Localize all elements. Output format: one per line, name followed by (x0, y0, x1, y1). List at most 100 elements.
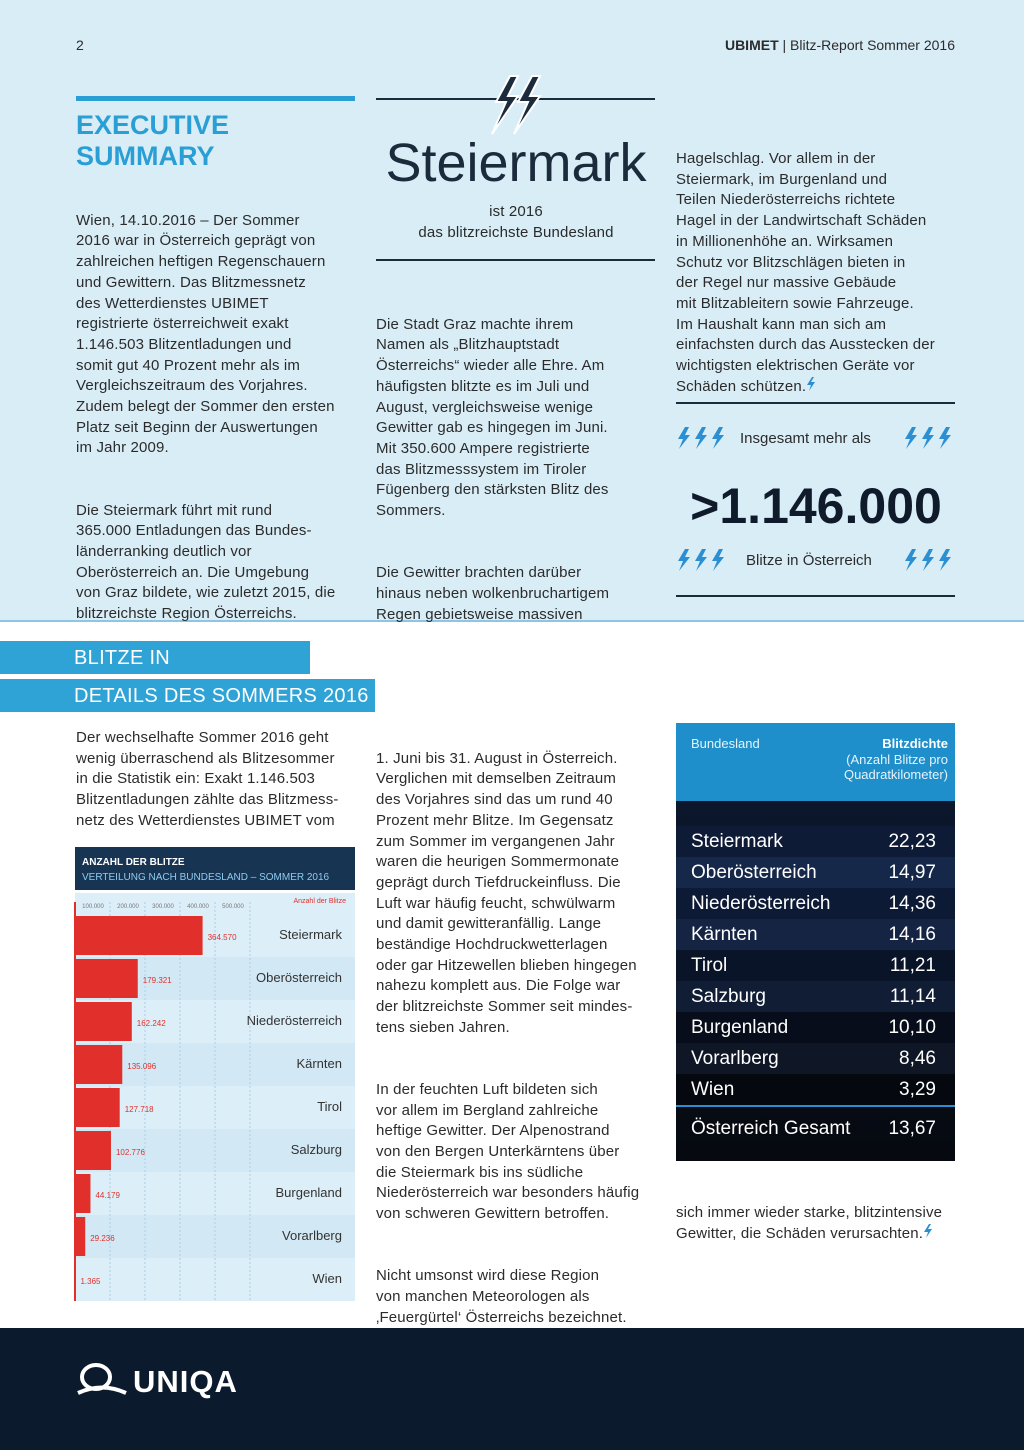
x-axis-label: Anzahl der Blitze (293, 898, 346, 905)
bolt-icons (905, 427, 951, 449)
bolt-icons (905, 549, 951, 571)
header-cell: Blitzdichte (882, 736, 948, 751)
density-cell: 10,10 (888, 1017, 936, 1038)
density-cell: 14,16 (888, 924, 936, 945)
table-row: Burgenland 10,10 (676, 1012, 955, 1043)
table-row: Oberösterreich 14,97 (676, 857, 955, 888)
total-row: Österreich Gesamt 13,67 (676, 1113, 955, 1144)
x-tick-label: 100.000 (82, 904, 104, 910)
value-label: 1.365 (80, 1277, 101, 1286)
bar (75, 1131, 111, 1170)
footer: UNIQA (0, 1328, 1024, 1450)
bar (75, 1002, 132, 1041)
stat-suffix: Blitze in Österreich (746, 552, 872, 569)
bolt-icons (678, 549, 724, 571)
lightning-icon (491, 75, 542, 135)
table-row: Tirol 11,21 (676, 950, 955, 981)
table-divider (676, 1105, 955, 1107)
brand: UBIMET (724, 37, 779, 53)
logo-text: UNIQA (133, 1364, 238, 1399)
region-cell: Burgenland (691, 1017, 789, 1038)
bar (75, 959, 138, 998)
bar (75, 1088, 120, 1127)
region-cell: Steiermark (691, 831, 783, 852)
region-cell: Vorarlberg (691, 1048, 779, 1069)
paragraph: In der feuchten Luft bildeten sich vor a… (376, 1080, 640, 1223)
paragraph: Wien, 14.10.2016 – Der Sommer 2016 war i… (76, 211, 335, 457)
section-title: BLITZE IN ÖSTERREICH: (0, 641, 310, 703)
value-label: 102.776 (116, 1148, 145, 1157)
value-label: 179.321 (143, 976, 172, 985)
table-row: Niederösterreich 14,36 (676, 888, 955, 919)
density-cell: 11,21 (889, 955, 936, 976)
paragraph: Die Stadt Graz machte ihrem Namen als „B… (376, 315, 609, 520)
table-row: Kärnten 14,16 (676, 919, 955, 950)
header-note: (Anzahl Blitze pro Quadratkilometer) (843, 752, 948, 782)
value-label: 127.718 (125, 1105, 154, 1114)
x-tick-label: 500.000 (222, 904, 244, 910)
density-table: Bundesland Blitzdichte (Anzahl Blitze pr… (676, 723, 955, 1161)
middle-column: Die Stadt Graz machte ihrem Namen als „B… (376, 294, 666, 667)
paragraph: sich immer wieder starke, blitzintensive… (676, 1204, 943, 1242)
density-cell: 8,46 (899, 1048, 936, 1069)
bolt-icon (807, 376, 816, 391)
page-number: 2 (76, 37, 84, 53)
table-row: Steiermark 22,23 (676, 826, 955, 857)
category-label: Burgenland (276, 1185, 343, 1200)
chart-subtitle: VERTEILUNG NACH BUNDESLAND – SOMMER 2016 (82, 872, 330, 883)
accent-rule (76, 96, 355, 101)
category-label: Vorarlberg (282, 1228, 342, 1243)
header-cell: Bundesland (691, 736, 760, 751)
value-label: 364.570 (208, 933, 237, 942)
rule (676, 402, 955, 404)
details-column: 1. Juni bis 31. August in Österreich. Ve… (376, 728, 666, 1411)
category-label: Tirol (317, 1099, 342, 1114)
highlight-subtitle: ist 2016 das blitzreichste Bundesland (418, 203, 614, 241)
category-label: Kärnten (296, 1056, 342, 1071)
region-cell: Salzburg (691, 986, 766, 1007)
region-cell: Oberösterreich (691, 862, 817, 883)
summary-text: Wien, 14.10.2016 – Der Sommer 2016 war i… (76, 190, 366, 666)
chart-header (75, 847, 355, 890)
region-cell: Niederösterreich (691, 893, 831, 914)
paragraph: 1. Juni bis 31. August in Österreich. Ve… (376, 749, 637, 1036)
paragraph: Die Gewitter brachten darüber hinaus neb… (376, 564, 610, 623)
rule (676, 595, 955, 597)
bar-chart: ANZAHL DER BLITZE VERTEILUNG NACH BUNDESL… (74, 847, 355, 1301)
stat-value: >1.146.000 (690, 478, 942, 534)
highlight-title: Steiermark (385, 133, 647, 193)
value-label: 135.096 (127, 1062, 156, 1071)
right-column: Hagelschlag. Vor allem in der Steiermark… (676, 149, 976, 397)
category-label: Salzburg (291, 1142, 342, 1157)
paragraph: Hagelschlag. Vor allem in der Steiermark… (676, 150, 935, 395)
table-header (676, 723, 955, 801)
bar (75, 1174, 91, 1213)
table-row: Vorarlberg 8,46 (676, 1043, 955, 1074)
density-cell: 3,29 (899, 1079, 936, 1100)
summary-title: EXECUTIVE SUMMARY (76, 110, 230, 171)
paragraph: Die Steiermark führt mit rund 365.000 En… (76, 501, 336, 623)
value-label: 29.236 (90, 1234, 115, 1243)
value-label: 162.242 (137, 1019, 166, 1028)
x-tick-label: 200.000 (117, 904, 139, 910)
bar (75, 1217, 86, 1256)
density-cell: 13,67 (888, 1118, 936, 1139)
chart-title: ANZAHL DER BLITZE (82, 857, 185, 868)
density-cell: 11,14 (889, 986, 936, 1007)
rule (376, 259, 655, 261)
bar (75, 1045, 123, 1084)
x-tick-label: 400.000 (187, 904, 209, 910)
category-label: Wien (312, 1271, 342, 1286)
section-title: DETAILS DES SOMMERS 2016 (0, 679, 375, 712)
running-header: UBIMET | Blitz-Report Sommer 2016 (725, 37, 955, 53)
report-title: | Blitz-Report Sommer 2016 (782, 37, 955, 53)
density-cell: 14,36 (888, 893, 936, 914)
bolt-icon (924, 1223, 933, 1238)
stat-prefix: Insgesamt mehr als (740, 430, 871, 447)
details-column: Der wechselhafte Sommer 2016 geht wenig … (76, 729, 339, 829)
value-label: 44.179 (95, 1191, 120, 1200)
density-cell: 14,97 (888, 862, 936, 883)
table-row: Wien 3,29 (676, 1074, 955, 1105)
x-tick-label: 300.000 (152, 904, 174, 910)
